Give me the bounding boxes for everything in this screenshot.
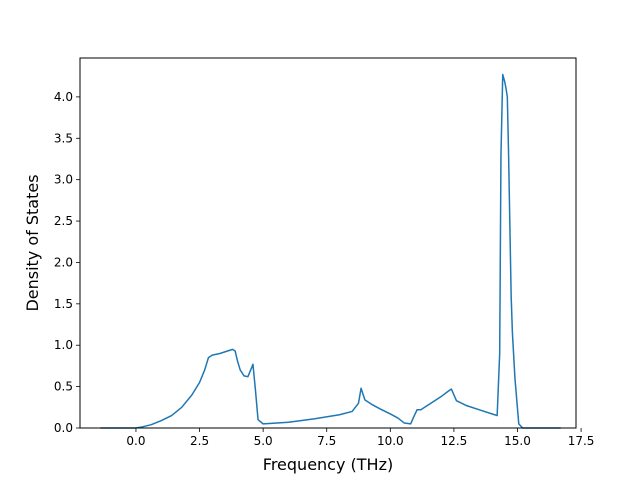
x-tick-label: 15.0 [504,434,531,448]
x-tick-label: 5.0 [254,434,273,448]
y-tick-label: 1.5 [54,297,73,311]
x-tick-label: 0.0 [126,434,145,448]
y-tick-label: 4.0 [54,90,73,104]
x-axis-label: Frequency (THz) [263,455,393,474]
y-tick-label: 3.0 [54,173,73,187]
line-layer [100,73,561,429]
x-tick-label: 17.5 [568,434,595,448]
plot-frame [79,57,577,429]
y-tick-label: 0.5 [54,380,73,394]
x-tick-label: 2.5 [190,434,209,448]
y-tick-label: 2.5 [54,214,73,228]
dos-series-line [100,73,561,429]
ticks-layer: 0.0 2.5 5.0 7.5 10.0 12.5 15.0 17.5 0.0 0.5 1.0 1.5… [54,90,595,448]
y-tick-label: 3.5 [54,131,73,145]
x-tick-label: 10.0 [377,434,404,448]
y-axis-label: Density of States [23,174,42,311]
y-tick-label: 0.0 [54,421,73,435]
x-tick-label: 7.5 [317,434,336,448]
y-tick-label: 1.0 [54,338,73,352]
y-tick-label: 2.0 [54,255,73,269]
x-tick-label: 12.5 [441,434,468,448]
